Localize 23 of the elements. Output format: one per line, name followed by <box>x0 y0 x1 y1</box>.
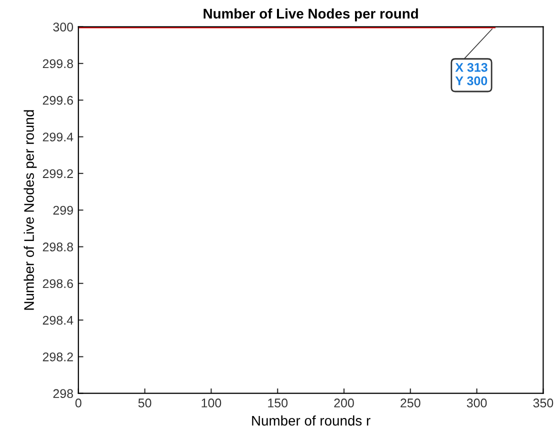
y-tick-label: 299.8 <box>42 59 73 68</box>
y-tick-label: 298.8 <box>42 242 73 252</box>
y-tick-label: 299 <box>53 206 73 215</box>
y-tick-label: 298.6 <box>42 279 73 288</box>
y-tick-label: 299.4 <box>42 132 74 142</box>
x-tick-label: 150 <box>268 398 288 408</box>
x-tick-label: 250 <box>400 398 420 408</box>
y-tick-label: 298.2 <box>42 352 73 362</box>
y-axis-title: Number of Live Nodes per round <box>24 110 37 310</box>
x-tick-label: 0 <box>75 398 82 408</box>
x-axis-title: Number of rounds r <box>252 415 370 426</box>
y-tick-label: 299.6 <box>42 96 73 105</box>
x-tick-label: 350 <box>533 398 554 408</box>
y-tick-label: 300 <box>53 22 74 32</box>
chart-title: Number of Live Nodes per round <box>204 8 418 22</box>
x-tick-label: 300 <box>466 398 487 408</box>
y-tick-label: 298.4 <box>42 316 74 325</box>
y-tick-label: 299.2 <box>42 169 73 178</box>
annotation: X 313 Y 300 <box>455 62 488 86</box>
x-tick-label: 50 <box>138 398 152 408</box>
x-tick-label: 200 <box>334 398 354 408</box>
x-tick-label: 100 <box>202 398 222 408</box>
y-tick-label: 298 <box>53 389 73 398</box>
